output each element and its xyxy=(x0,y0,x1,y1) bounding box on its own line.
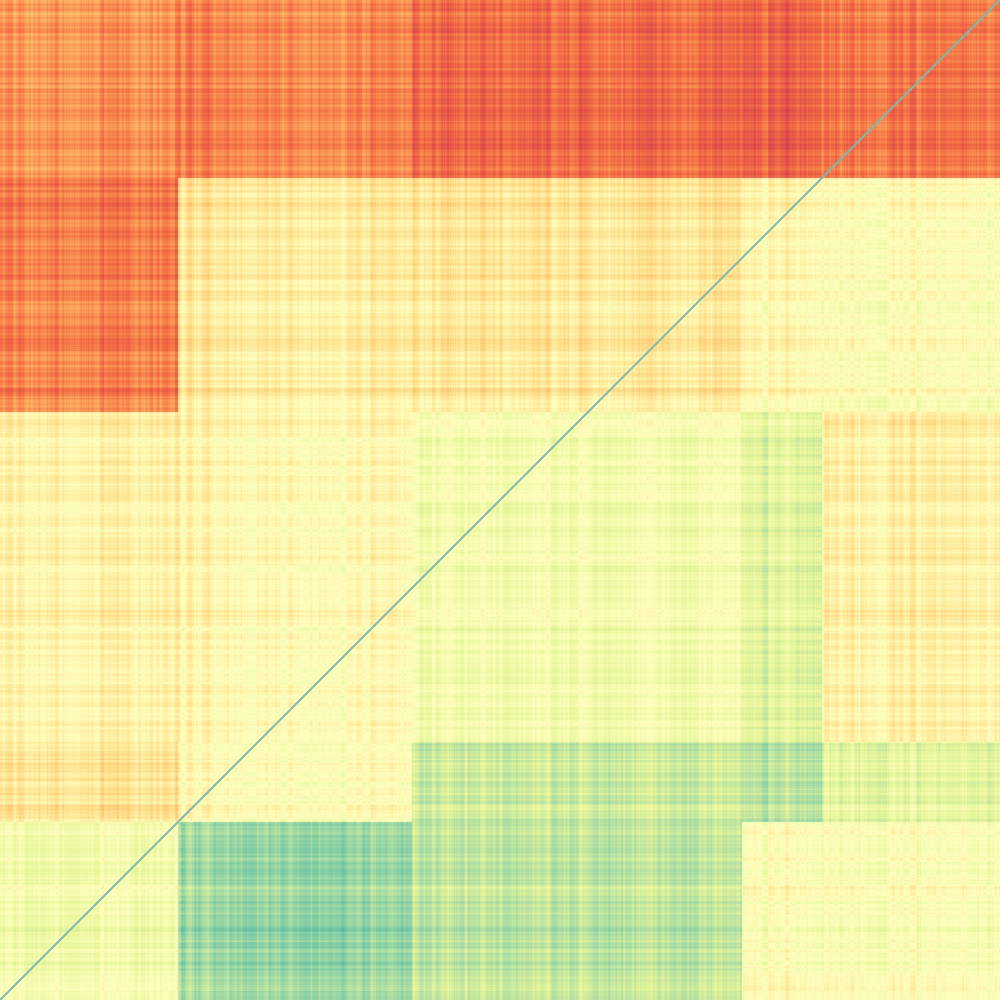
heatmap-cells xyxy=(0,0,1000,1000)
heatmap-chart xyxy=(0,0,1000,1000)
